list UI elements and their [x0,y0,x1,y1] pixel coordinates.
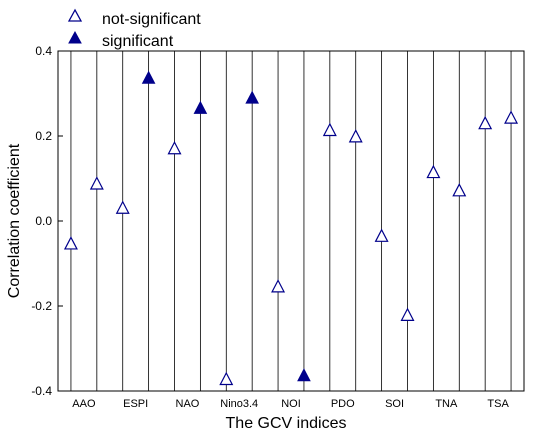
not-significant-point-pdo [348,129,363,143]
x-tick-label: Nino3.4 [220,398,258,410]
significant-point-nino34 [245,90,259,104]
x-tick-label: NAO [176,398,200,410]
significant-point-noi [297,368,311,382]
significant-point-espi [141,70,156,84]
not-significant-point-tna [426,164,441,179]
not-significant-point-tsa [504,110,519,124]
not-significant-point-tsa [478,115,493,130]
x-tick-label: PDO [331,398,355,410]
data-points [63,70,519,386]
x-tick-label: TSA [487,398,509,410]
significant-point-nao [193,100,208,114]
not-significant-point-pdo [322,122,337,137]
x-tick-label: AAO [72,398,96,410]
x-tick-label: SOI [385,398,404,410]
not-significant-point-aao [89,176,104,190]
y-axis: 0.4 0.2 0.0 -0.2 -0.4 [31,44,63,398]
not-significant-point-soi [400,307,415,321]
vertical-grid [70,51,512,391]
not-significant-point-tna [452,183,467,197]
y-tick-label: 0.4 [35,44,52,58]
legend-marker-significant [68,30,82,44]
y-tick-label: -0.2 [31,299,52,313]
legend-label-not-significant: not-significant [102,11,201,28]
x-tick-label: ESPI [123,398,148,410]
not-significant-point-nino34 [219,371,234,386]
legend: not-significant significant [67,8,201,50]
not-significant-point-aao [63,236,78,250]
not-significant-point-nao [167,140,182,155]
x-axis: AAO ESPI NAO Nino3.4 NOI PDO SOI TNA TSA [72,398,509,410]
legend-label-significant: significant [102,33,174,50]
x-tick-label: TNA [435,398,458,410]
not-significant-point-noi [271,279,286,293]
x-axis-title: The GCV indices [226,415,347,432]
y-tick-label: 0.0 [35,214,52,228]
not-significant-point-espi [115,200,130,214]
not-significant-point-soi [374,228,389,242]
y-axis-title: Correlation coefficient [6,143,23,298]
plot-frame [57,50,525,392]
x-tick-label: NOI [281,398,301,410]
legend-marker-not-significant [67,8,83,22]
y-tick-label: 0.2 [35,129,52,143]
y-tick-label: -0.4 [31,384,52,398]
